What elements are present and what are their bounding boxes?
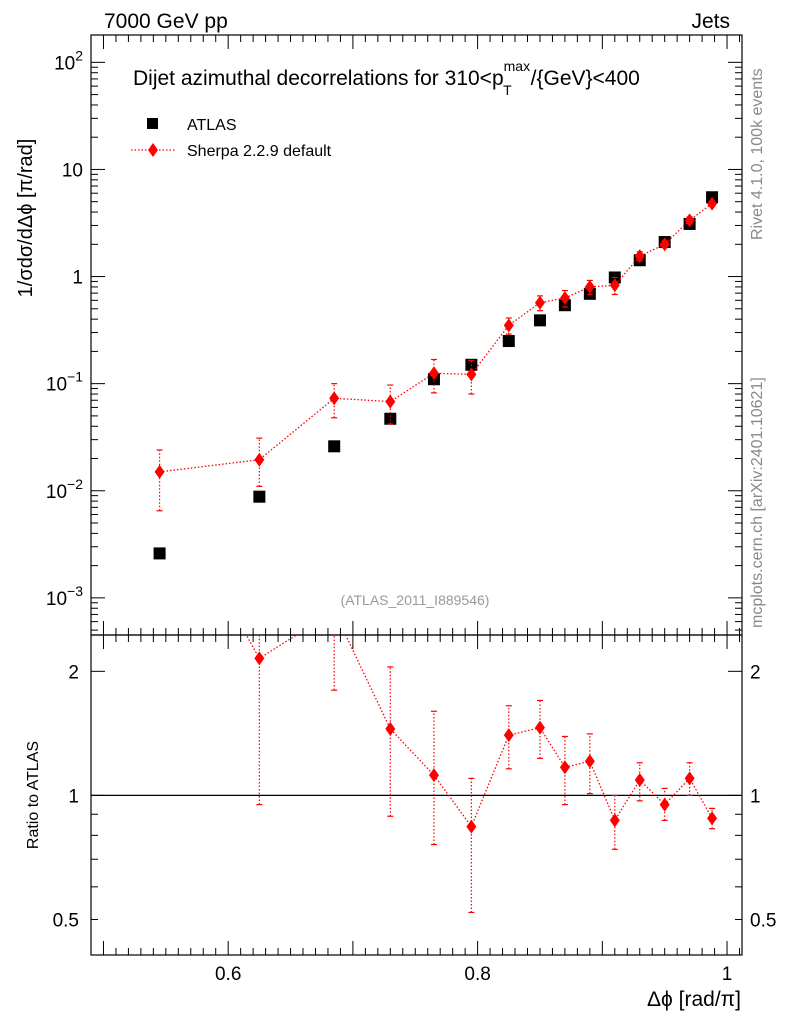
atlas-point	[153, 547, 166, 560]
atlas-point	[533, 314, 546, 327]
y-tick-label: 10−2	[46, 476, 83, 503]
main-ylabel: 1/σdσ/dΔϕ [π/rad]	[15, 139, 37, 298]
legend-atlas-label: ATLAS	[187, 117, 237, 134]
sherpa-point	[385, 394, 396, 409]
atlas-point	[253, 490, 266, 503]
x-tick-label: 1	[722, 964, 733, 985]
legend-sherpa-label: Sherpa 2.2.9 default	[187, 143, 332, 160]
sherpa-point	[466, 367, 477, 382]
ratio-point	[329, 604, 339, 618]
legend-sherpa-marker	[148, 143, 158, 157]
y-tick-label-right: 1	[750, 786, 761, 807]
rivet-label: Rivet 4.1.0, 100k events	[749, 68, 766, 240]
header-right: Jets	[691, 10, 730, 33]
ratio-axes: 0.6 0.8 1 0.5 0.5 1 1 2 2	[53, 635, 776, 985]
legend: ATLAS Sherpa 2.2.9 default	[131, 117, 332, 160]
ratio-xlabel: Δϕ [rad/π]	[647, 988, 741, 1011]
legend-atlas-marker	[147, 118, 158, 129]
atlas-point	[502, 335, 515, 348]
ratio-point	[684, 771, 695, 786]
y-tick-label: 10−1	[46, 369, 83, 396]
sherpa-line	[159, 203, 713, 473]
chart-title: Dijet azimuthal decorrelations for 310<p…	[133, 58, 640, 98]
atlas-point	[558, 299, 571, 312]
main-marks	[153, 191, 719, 560]
atlas-point	[384, 412, 397, 425]
sherpa-point	[684, 213, 695, 228]
ratio-point	[584, 754, 595, 769]
ratio-point	[428, 768, 439, 783]
chart-title-sub: T	[503, 82, 512, 98]
sherpa-point	[659, 237, 670, 252]
ratio-point	[503, 728, 514, 743]
sherpa-point	[609, 278, 620, 293]
ratio-point	[254, 651, 265, 666]
chart-title-suffix: /{GeV}<400	[531, 67, 640, 90]
sherpa-point	[254, 452, 265, 467]
ratio-series-group	[245, 604, 718, 914]
sherpa-point	[428, 366, 439, 381]
y-tick-label: 1	[72, 268, 83, 289]
ratio-point	[707, 811, 718, 826]
sherpa-point	[503, 318, 514, 333]
y-tick-label-right: 2	[750, 662, 761, 683]
y-tick-label-right: 0.5	[750, 910, 776, 931]
ratio-marks	[245, 604, 718, 914]
ratio-point	[659, 797, 670, 812]
chart-title-sup: max	[504, 58, 530, 74]
analysis-watermark: (ATLAS_2011_I889546)	[341, 592, 490, 608]
ratio-point	[385, 721, 396, 736]
y-tick-label: 10−3	[46, 583, 83, 610]
ratio-point	[559, 760, 570, 775]
y-tick-label: 10	[62, 160, 83, 181]
chart-title-prefix: Dijet azimuthal decorrelations for 310<p	[133, 67, 504, 90]
y-tick-label: 1	[68, 786, 79, 807]
sherpa-point	[559, 291, 570, 306]
source-label: mcplots.cern.ch [arXiv:2401.10621]	[749, 377, 766, 628]
ratio-point	[609, 813, 620, 828]
sherpa-point	[154, 464, 165, 479]
sherpa-point	[584, 279, 595, 294]
header-left: 7000 GeV pp	[104, 10, 228, 33]
ratio-point	[634, 772, 645, 787]
ratio-point	[466, 819, 477, 834]
x-tick-label: 0.8	[464, 964, 490, 985]
ratio-ylabel: Ratio to ATLAS	[25, 741, 42, 849]
sherpa-point	[634, 249, 645, 264]
sherpa-point	[707, 196, 718, 211]
x-tick-label: 0.6	[215, 964, 241, 985]
sherpa-point	[329, 391, 340, 406]
main-axes: 10−3 10−2 10−1 1 10 102	[46, 35, 742, 635]
y-tick-label: 0.5	[53, 910, 79, 931]
y-tick-label: 2	[68, 662, 79, 683]
atlas-point	[328, 440, 341, 453]
sherpa-point	[534, 295, 545, 310]
ratio-point	[534, 720, 545, 735]
y-tick-label: 102	[54, 47, 83, 74]
